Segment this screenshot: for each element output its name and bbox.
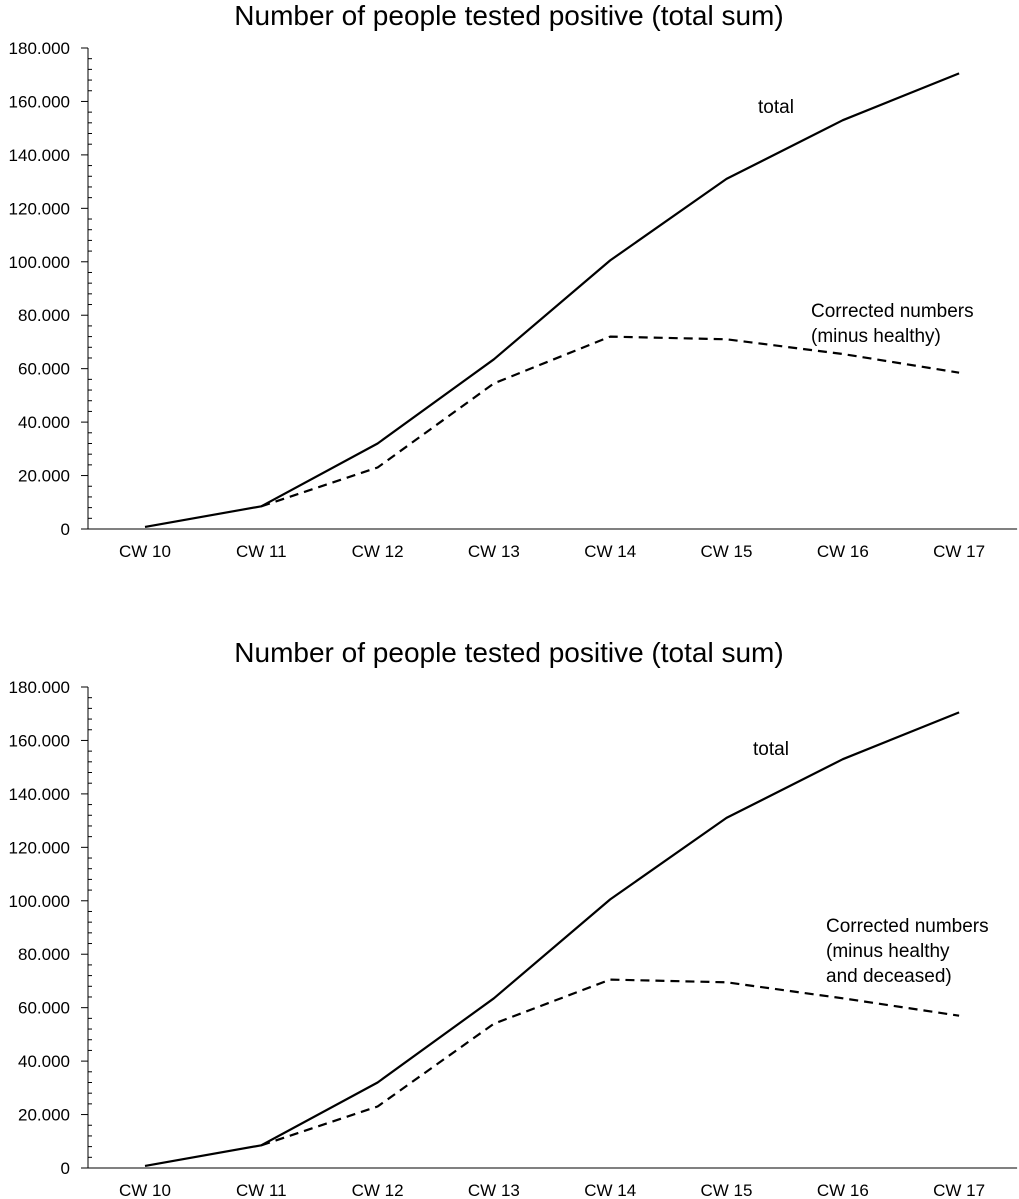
chart-title: Number of people tested positive (total … — [234, 0, 783, 31]
x-tick-label: CW 17 — [933, 1181, 985, 1199]
y-tick-label: 100.000 — [9, 253, 70, 272]
x-tick-label: CW 11 — [236, 1181, 287, 1199]
x-tick-label: CW 15 — [701, 1181, 753, 1199]
x-tick-label: CW 12 — [352, 1181, 404, 1199]
annotation-total-label: total — [758, 97, 794, 118]
y-tick-label: 120.000 — [9, 838, 70, 857]
y-tick-label: 120.000 — [9, 199, 70, 218]
y-tick-label: 100.000 — [9, 892, 70, 911]
y-tick-label: 160.000 — [9, 92, 70, 111]
x-tick-label: CW 14 — [584, 542, 636, 561]
y-tick-label: 20.000 — [18, 467, 70, 486]
annotation-corrected-label: (minus healthy) — [811, 326, 941, 347]
y-tick-label: 20.000 — [18, 1106, 70, 1125]
y-tick-label: 180.000 — [9, 39, 70, 58]
annotation-corrected-label: Corrected numbers — [811, 301, 974, 322]
chart-title: Number of people tested positive (total … — [234, 637, 783, 668]
series-line-corrected — [260, 335, 960, 508]
x-tick-label: CW 17 — [933, 542, 985, 561]
annotation-total-label: total — [753, 739, 789, 760]
x-tick-label: CW 11 — [236, 542, 287, 561]
y-tick-label: 60.000 — [18, 360, 70, 379]
annotation-corrected-label: (minus healthy — [826, 941, 950, 962]
y-tick-label: 80.000 — [18, 945, 70, 964]
y-tick-label: 160.000 — [9, 731, 70, 750]
y-tick-label: 140.000 — [9, 785, 70, 804]
y-tick-label: 0 — [61, 1159, 70, 1178]
y-tick-label: 180.000 — [9, 678, 70, 697]
x-tick-label: CW 14 — [584, 1181, 636, 1199]
x-tick-label: CW 13 — [468, 1181, 520, 1199]
series-line-corrected — [260, 978, 960, 1147]
x-tick-label: CW 13 — [468, 542, 520, 561]
y-tick-label: 0 — [61, 520, 70, 539]
y-tick-label: 60.000 — [18, 999, 70, 1018]
annotation-corrected-label: Corrected numbers — [826, 916, 989, 937]
series-line-total — [144, 72, 960, 528]
x-tick-label: CW 12 — [352, 542, 404, 561]
x-tick-label: CW 16 — [817, 1181, 869, 1199]
y-tick-label: 40.000 — [18, 1052, 70, 1071]
x-tick-label: CW 16 — [817, 542, 869, 561]
x-tick-label: CW 10 — [119, 542, 171, 561]
y-tick-label: 80.000 — [18, 306, 70, 325]
y-tick-label: 40.000 — [18, 413, 70, 432]
y-tick-label: 140.000 — [9, 146, 70, 165]
annotation-corrected-label: and deceased) — [826, 966, 952, 987]
x-tick-label: CW 15 — [701, 542, 753, 561]
x-tick-label: CW 10 — [119, 1181, 171, 1199]
series-line-total — [144, 711, 960, 1167]
